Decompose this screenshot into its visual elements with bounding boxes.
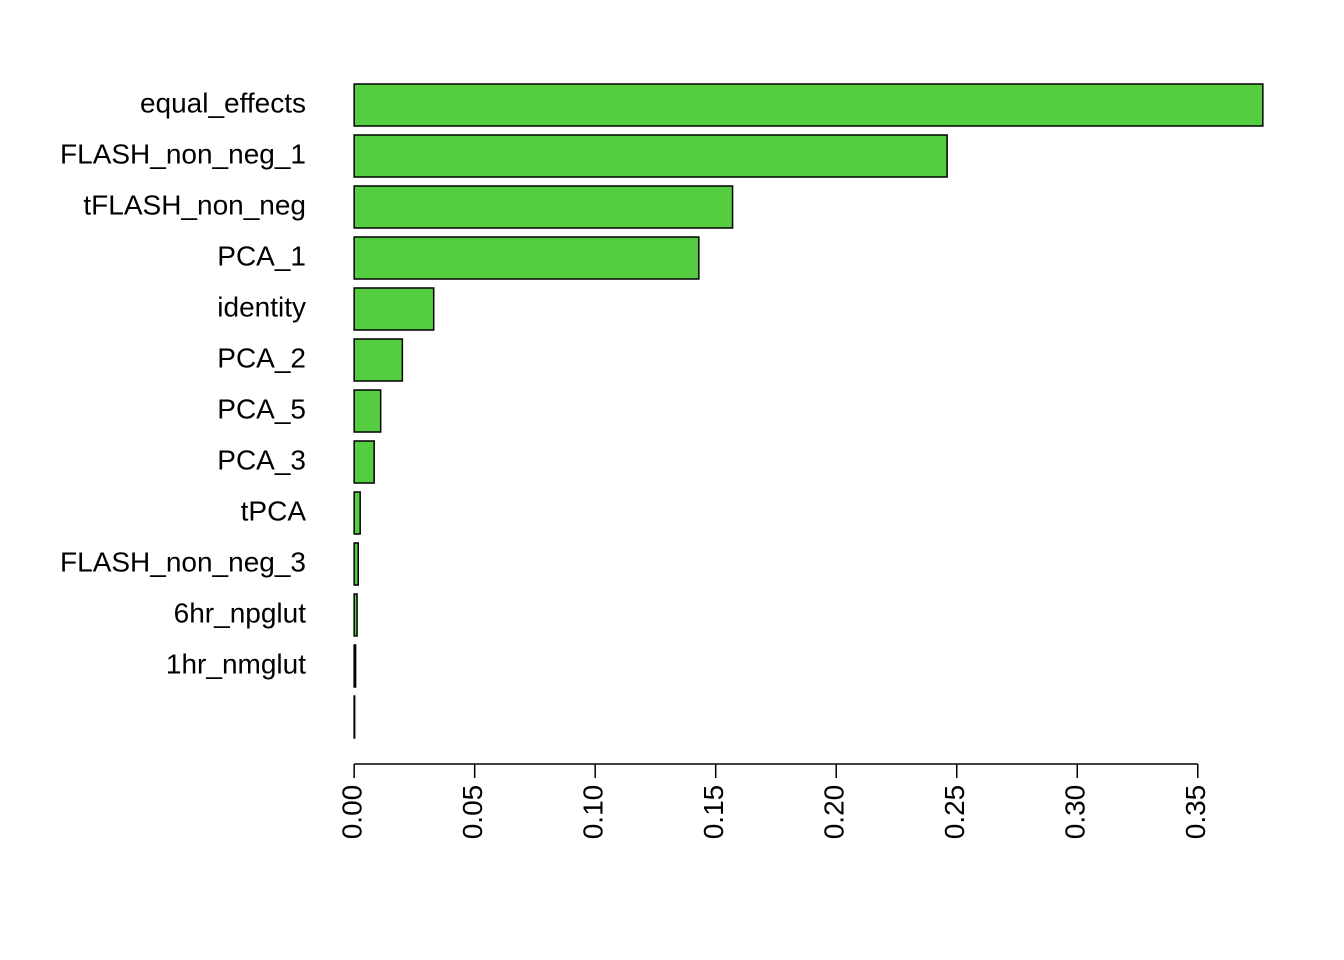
bar — [353, 644, 357, 688]
bar — [353, 83, 1264, 127]
y-tick-label: FLASH_non_neg_1 — [60, 138, 306, 169]
x-tick-label: 0.25 — [939, 785, 970, 840]
y-tick-label: tPCA — [241, 495, 307, 526]
bar — [353, 185, 734, 229]
bar — [353, 287, 435, 331]
y-tick-label: PCA_3 — [217, 444, 306, 475]
y-tick-label: equal_effects — [140, 87, 306, 118]
y-tick-label: PCA_1 — [217, 240, 306, 271]
y-tick-label: PCA_2 — [217, 342, 306, 373]
bar — [353, 134, 948, 178]
y-tick-label: tFLASH_non_neg — [83, 189, 306, 220]
bar — [353, 440, 375, 484]
x-tick-label: 0.35 — [1180, 785, 1211, 840]
y-tick-label: PCA_5 — [217, 393, 306, 424]
x-tick-label: 0.30 — [1060, 785, 1091, 840]
x-tick-label: 0.05 — [457, 785, 488, 840]
bar — [353, 542, 360, 586]
x-tick-label: 0.15 — [698, 785, 729, 840]
x-tick-label: 0.00 — [337, 785, 368, 840]
y-tick-label: FLASH_non_neg_3 — [60, 546, 306, 577]
y-tick-label: identity — [217, 291, 306, 322]
x-tick-label: 0.20 — [819, 785, 850, 840]
y-tick-label: 6hr_npglut — [174, 597, 307, 628]
bar — [353, 338, 404, 382]
bar — [353, 491, 361, 535]
x-tick-label: 0.10 — [578, 785, 609, 840]
bar — [353, 593, 358, 637]
bar — [353, 389, 382, 433]
y-tick-label: 1hr_nmglut — [166, 648, 306, 679]
bar — [353, 236, 700, 280]
